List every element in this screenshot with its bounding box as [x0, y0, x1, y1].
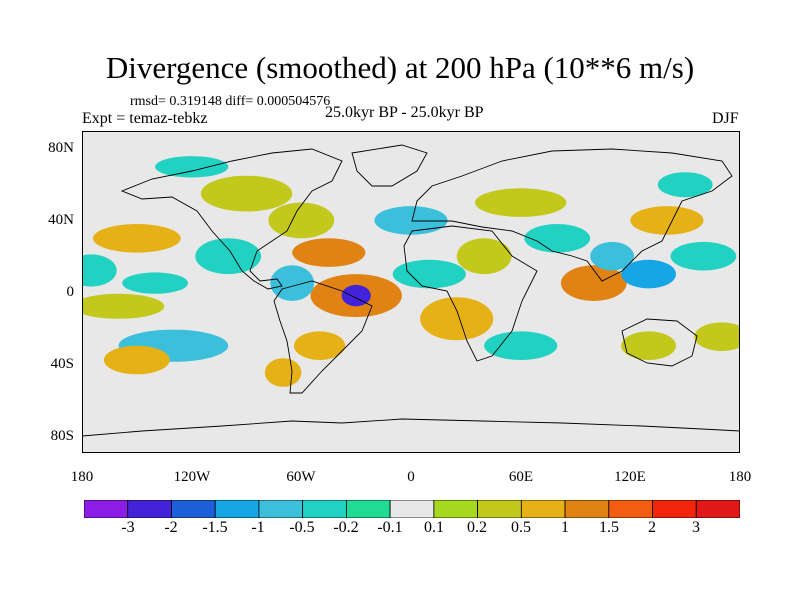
- coastlines: [82, 144, 740, 437]
- colorbar-swatch: [564, 500, 610, 518]
- rmsd-stats: rmsd= 0.319148 diff= 0.000504576: [130, 94, 331, 109]
- lon-label-120e: 120E: [614, 469, 646, 485]
- field-blob: [195, 238, 262, 275]
- colorbar-swatch: [652, 500, 697, 518]
- colorbar-swatch: [608, 500, 653, 518]
- colorbar-label: -1.5: [202, 519, 228, 536]
- colorbar-swatch: [258, 500, 304, 518]
- map-panel: [82, 131, 740, 453]
- season-label: DJF: [712, 110, 739, 127]
- colorbar-label: 0.1: [424, 519, 444, 536]
- field-blob: [200, 175, 293, 212]
- coast-australia: [621, 318, 698, 367]
- plot-title: Divergence (smoothed) at 200 hPa (10**6 …: [105, 50, 695, 85]
- field-blob: [155, 156, 229, 178]
- field-blob: [103, 345, 170, 375]
- field-blob: [92, 224, 181, 253]
- field-blob: [670, 241, 737, 271]
- field-blob: [630, 206, 704, 235]
- field-blob: [657, 172, 713, 198]
- colorbar-label: 2: [648, 519, 656, 536]
- lon-label-60w: 60W: [286, 469, 316, 485]
- field-blob: [420, 297, 494, 341]
- colorbar-label: 0.2: [467, 519, 487, 536]
- field-blob: [560, 265, 627, 301]
- field-blob: [694, 322, 740, 351]
- period-label: 25.0kyr BP - 25.0kyr BP: [325, 104, 484, 121]
- field-blob: [590, 241, 634, 271]
- colorbar-swatch: [345, 500, 391, 518]
- field-blob: [621, 331, 676, 360]
- field-blob: [475, 188, 567, 217]
- colorbar-swatch: [389, 500, 435, 518]
- coast-africa: [403, 225, 538, 362]
- colorbar: [84, 500, 740, 518]
- experiment-label: Expt = temaz-tebkz: [82, 110, 208, 127]
- colorbar-swatch: [302, 500, 347, 518]
- map-background: [82, 131, 740, 453]
- divergence-field: [82, 156, 740, 387]
- lat-label-eq: 0: [66, 284, 75, 300]
- lon-label-0: 0: [407, 469, 415, 485]
- field-blob: [392, 259, 466, 289]
- colorbar-swatch: [695, 500, 740, 518]
- coast-antarctica: [82, 418, 740, 437]
- coast-south-america: [273, 280, 373, 394]
- colorbar-swatch: [84, 500, 129, 518]
- field-blob: [82, 293, 165, 319]
- colorbar-label: -3: [121, 519, 135, 536]
- field-blob: [268, 202, 335, 239]
- coast-eurasia: [411, 148, 733, 282]
- colorbar-label: -0.2: [333, 519, 359, 536]
- map-border: [82, 131, 740, 453]
- field-blob: [264, 358, 302, 387]
- field-blob: [122, 272, 188, 294]
- colorbar-swatch: [127, 500, 172, 518]
- colorbar-swatch: [433, 500, 478, 518]
- coast-greenland: [351, 144, 428, 187]
- field-blob: [484, 331, 558, 360]
- coast-north-america: [120, 148, 343, 290]
- colorbar-swatch: [171, 500, 216, 518]
- lat-label-40n: 40N: [48, 212, 74, 228]
- lon-label-180e: 180: [728, 469, 752, 485]
- colorbar-swatch: [520, 500, 566, 518]
- field-blob: [82, 254, 117, 287]
- field-blob: [524, 224, 591, 253]
- field-blob: [341, 284, 371, 307]
- colorbar-swatch: [477, 500, 522, 518]
- colorbar-label: -2: [164, 519, 178, 536]
- colorbar-label: -0.1: [377, 519, 403, 536]
- field-blob: [270, 265, 315, 301]
- lon-label-180w: 180: [70, 469, 94, 485]
- field-blob: [294, 331, 346, 360]
- colorbar-swatch: [214, 500, 260, 518]
- colorbar-label: 1: [561, 519, 569, 536]
- colorbar-label: -1: [251, 519, 265, 536]
- colorbar-label: 0.5: [511, 519, 531, 536]
- field-blob: [456, 238, 512, 275]
- field-blob: [621, 259, 676, 289]
- lat-label-40s: 40S: [50, 356, 74, 372]
- lat-label-80s: 80S: [50, 428, 74, 444]
- colorbar-label: -0.5: [289, 519, 315, 536]
- lat-label-80n: 80N: [48, 140, 74, 156]
- field-blob: [374, 206, 448, 235]
- lon-label-120w: 120W: [173, 469, 211, 485]
- colorbar-label: 3: [692, 519, 700, 536]
- lon-label-60e: 60E: [508, 469, 534, 485]
- colorbar-label: 1.5: [599, 519, 619, 536]
- field-blob: [292, 238, 366, 267]
